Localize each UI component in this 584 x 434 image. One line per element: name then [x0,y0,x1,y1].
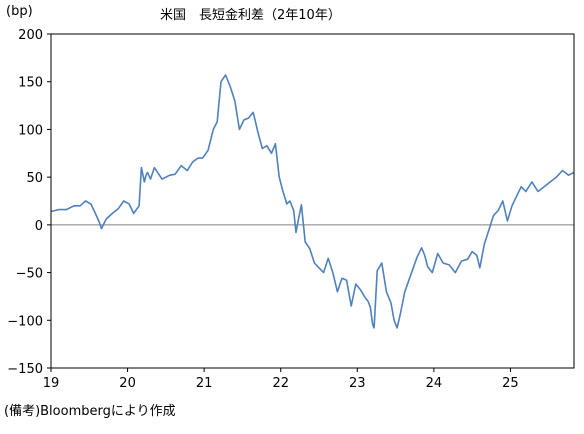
y-tick-label: 150 [18,76,43,91]
x-tick-label: 22 [272,376,289,391]
x-tick-label: 20 [119,376,136,391]
y-axis-unit-label: (bp) [6,4,33,19]
y-tick-label: −150 [7,362,43,377]
x-tick-label: 21 [196,376,213,391]
x-tick-label: 24 [426,376,443,391]
x-tick-label: 23 [349,376,366,391]
y-tick-label: 50 [26,171,43,186]
plot-frame [50,33,575,369]
source-note: (備考)Bloombergにより作成 [4,404,176,419]
y-tick-label: 200 [18,28,43,43]
spread-series-line [50,74,575,329]
y-tick-label: 100 [18,123,43,138]
chart-title: 米国 長短金利差（2年10年） [160,8,341,23]
y-tick-label: −100 [7,314,43,329]
y-tick-label: 0 [35,219,43,234]
y-tick-label: −50 [16,267,43,282]
x-tick-label: 25 [502,376,519,391]
x-tick-label: 19 [43,376,60,391]
